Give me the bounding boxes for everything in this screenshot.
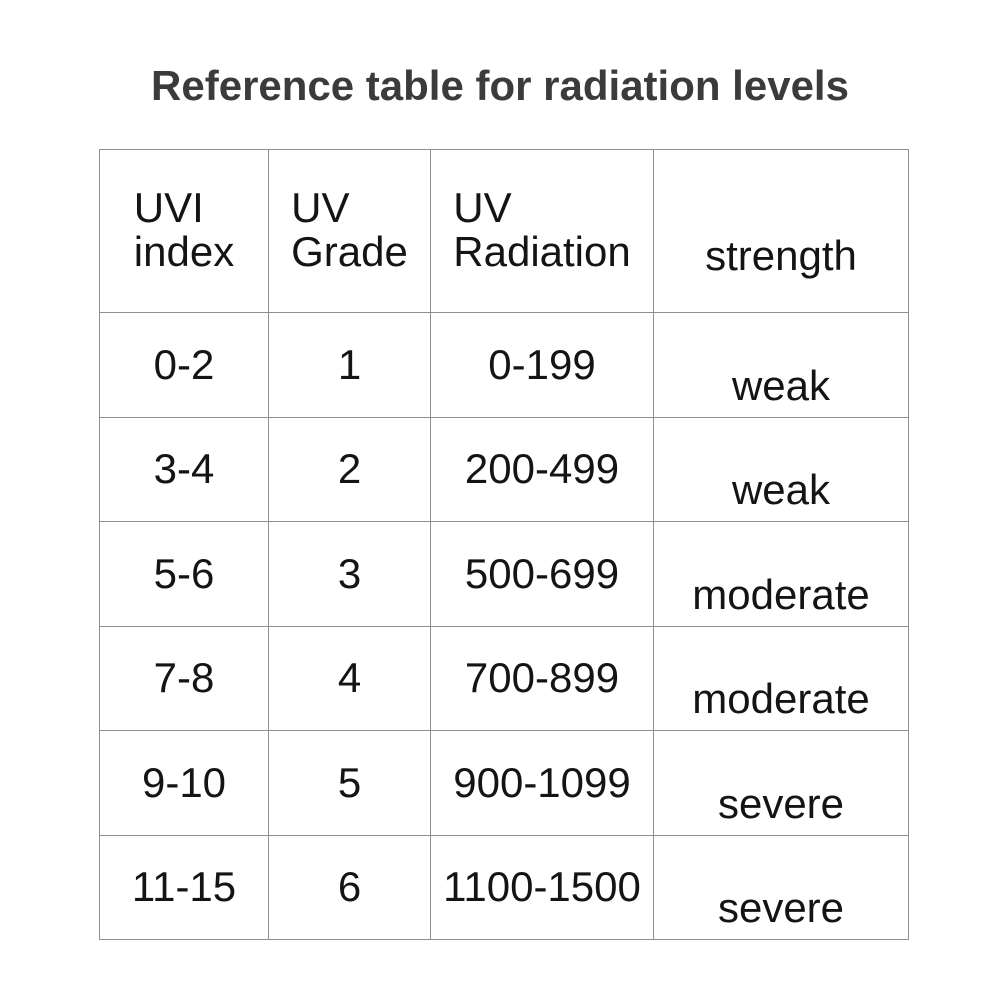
cell-uvi-index: 5-6 <box>99 521 269 627</box>
cell-uv-grade: 1 <box>268 312 431 418</box>
header-strength: strength <box>653 149 909 313</box>
header-line: index <box>133 228 235 276</box>
header-line: Grade <box>291 228 408 276</box>
header-line: UVI <box>133 183 204 231</box>
cell-uvi-index: 3-4 <box>99 416 269 522</box>
cell-text: severe <box>717 779 845 827</box>
cell-strength: moderate <box>653 625 909 731</box>
cell-uv-radiation: 500-699 <box>430 521 654 627</box>
header-uvi-index: UVI index <box>99 149 269 313</box>
cell-uvi-index: 11-15 <box>99 834 269 940</box>
cell-text: 0-2 <box>153 340 215 388</box>
cell-strength: weak <box>653 312 909 418</box>
cell-text: 3 <box>337 549 362 597</box>
cell-text: weak <box>731 466 831 514</box>
table-row: 7-8 4 700-899 moderate <box>99 625 909 731</box>
cell-text: 6 <box>337 863 362 911</box>
cell-text: 1100-1500 <box>443 863 641 911</box>
header-uv-radiation: UV Radiation <box>430 149 654 313</box>
cell-strength: severe <box>653 834 909 940</box>
cell-uvi-index: 9-10 <box>99 730 269 836</box>
cell-text: 7-8 <box>153 654 215 702</box>
cell-uvi-index: 7-8 <box>99 625 269 731</box>
cell-text: 3-4 <box>153 445 215 493</box>
table-row: 5-6 3 500-699 moderate <box>99 521 909 627</box>
cell-uv-radiation: 900-1099 <box>430 730 654 836</box>
cell-text: 700-899 <box>464 654 620 702</box>
cell-text: 900-1099 <box>453 758 631 806</box>
cell-uv-radiation: 700-899 <box>430 625 654 731</box>
cell-text: 200-499 <box>464 445 620 493</box>
cell-uv-radiation: 200-499 <box>430 416 654 522</box>
header-line: Radiation <box>453 228 631 276</box>
cell-text: 11-15 <box>131 863 237 911</box>
table-row: 0-2 1 0-199 weak <box>99 312 909 418</box>
cell-uv-grade: 5 <box>268 730 431 836</box>
table-body: 0-2 1 0-199 weak 3-4 2 200-499 weak 5-6 3 500-699 m… <box>99 312 909 940</box>
cell-text: 2 <box>337 445 362 493</box>
table-row: 11-15 6 1100-1500 severe <box>99 834 909 940</box>
cell-text: 5-6 <box>153 549 215 597</box>
cell-text: moderate <box>692 675 870 723</box>
header-row: UVI index UV Grade UV Radiation <box>99 149 909 313</box>
header-line: UV <box>291 183 350 231</box>
cell-strength: weak <box>653 416 909 522</box>
table-row: 3-4 2 200-499 weak <box>99 416 909 522</box>
cell-uv-radiation: 1100-1500 <box>430 834 654 940</box>
cell-text: 4 <box>337 654 362 702</box>
header-line: UV <box>453 183 512 231</box>
cell-text: moderate <box>692 570 870 618</box>
header-line: strength <box>705 232 857 279</box>
cell-strength: severe <box>653 730 909 836</box>
radiation-reference-table: UVI index UV Grade UV Radiation <box>99 149 909 940</box>
cell-uvi-index: 0-2 <box>99 312 269 418</box>
cell-uv-grade: 3 <box>268 521 431 627</box>
page-title: Reference table for radiation levels <box>151 62 849 109</box>
cell-uv-radiation: 0-199 <box>430 312 654 418</box>
cell-text: 1 <box>337 340 362 388</box>
cell-text: weak <box>731 361 831 409</box>
cell-text: 5 <box>337 758 362 806</box>
cell-text: 9-10 <box>141 758 227 806</box>
table-row: 9-10 5 900-1099 severe <box>99 730 909 836</box>
cell-text: 0-199 <box>488 340 596 388</box>
cell-strength: moderate <box>653 521 909 627</box>
cell-uv-grade: 6 <box>268 834 431 940</box>
cell-text: severe <box>717 884 845 932</box>
cell-text: 500-699 <box>464 549 620 597</box>
cell-uv-grade: 4 <box>268 625 431 731</box>
cell-uv-grade: 2 <box>268 416 431 522</box>
header-uv-grade: UV Grade <box>268 149 431 313</box>
